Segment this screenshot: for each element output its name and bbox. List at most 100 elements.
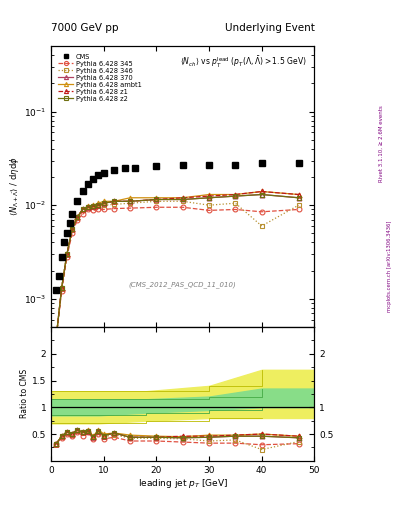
CMS [80, 188, 85, 195]
CMS [96, 172, 101, 178]
Pythia 6.428 z1 [296, 191, 301, 198]
Pythia 6.428 346 [54, 333, 59, 339]
CMS [112, 166, 117, 173]
Pythia 6.428 z1 [207, 193, 211, 199]
Pythia 6.428 z1 [64, 251, 69, 257]
Pythia 6.428 ambt1 [59, 285, 64, 291]
Pythia 6.428 z2 [80, 206, 85, 212]
Pythia 6.428 z1 [101, 200, 106, 206]
Pythia 6.428 z1 [59, 285, 64, 291]
Pythia 6.428 370 [80, 206, 85, 212]
Pythia 6.428 ambt1 [154, 195, 159, 201]
Pythia 6.428 z1 [180, 195, 185, 201]
Pythia 6.428 ambt1 [296, 191, 301, 198]
Y-axis label: $\langle N_{\Lambda+\bar{\Lambda}} \rangle$ / d$\eta$d$\phi$: $\langle N_{\Lambda+\bar{\Lambda}} \rang… [8, 157, 21, 217]
Pythia 6.428 z2 [180, 197, 185, 203]
Pythia 6.428 346 [154, 198, 159, 204]
Pythia 6.428 346 [128, 200, 132, 206]
CMS [54, 287, 59, 293]
Pythia 6.428 z2 [64, 251, 69, 257]
Pythia 6.428 346 [59, 285, 64, 291]
Pythia 6.428 346 [86, 204, 90, 210]
CMS [233, 162, 238, 168]
Line: Pythia 6.428 346: Pythia 6.428 346 [54, 199, 301, 338]
X-axis label: leading jet $p_T$ [GeV]: leading jet $p_T$ [GeV] [138, 477, 228, 490]
Pythia 6.428 345 [96, 206, 101, 212]
Pythia 6.428 345 [154, 204, 159, 210]
Pythia 6.428 370 [91, 203, 95, 209]
Pythia 6.428 ambt1 [64, 251, 69, 257]
Pythia 6.428 346 [80, 206, 85, 212]
CMS [67, 220, 72, 226]
Pythia 6.428 345 [296, 206, 301, 212]
Pythia 6.428 z2 [101, 200, 106, 206]
Pythia 6.428 345 [54, 333, 59, 339]
Pythia 6.428 370 [59, 285, 64, 291]
Pythia 6.428 346 [101, 202, 106, 208]
Pythia 6.428 z1 [80, 206, 85, 212]
Pythia 6.428 z1 [86, 204, 90, 210]
Pythia 6.428 z2 [75, 214, 80, 220]
Pythia 6.428 ambt1 [54, 333, 59, 339]
Pythia 6.428 z1 [96, 202, 101, 208]
CMS [86, 181, 90, 187]
CMS [62, 240, 67, 246]
CMS [259, 160, 264, 166]
Pythia 6.428 370 [101, 200, 106, 206]
Pythia 6.428 370 [112, 198, 117, 204]
CMS [133, 165, 138, 171]
Pythia 6.428 ambt1 [101, 198, 106, 204]
Pythia 6.428 z1 [75, 214, 80, 220]
Pythia 6.428 346 [233, 200, 238, 206]
Pythia 6.428 ambt1 [86, 203, 90, 209]
Pythia 6.428 z1 [154, 197, 159, 203]
Pythia 6.428 345 [91, 207, 95, 214]
Pythia 6.428 345 [75, 217, 80, 223]
Pythia 6.428 345 [80, 211, 85, 217]
Pythia 6.428 346 [96, 203, 101, 209]
Pythia 6.428 370 [207, 195, 211, 201]
CMS [180, 162, 185, 168]
Pythia 6.428 346 [91, 204, 95, 210]
Line: Pythia 6.428 z2: Pythia 6.428 z2 [54, 192, 301, 338]
Text: Underlying Event: Underlying Event [224, 23, 314, 33]
Text: (CMS_2012_PAS_QCD_11_010): (CMS_2012_PAS_QCD_11_010) [129, 282, 237, 288]
CMS [75, 198, 80, 204]
Pythia 6.428 ambt1 [91, 202, 95, 208]
Pythia 6.428 346 [75, 214, 80, 220]
Pythia 6.428 z2 [70, 226, 75, 232]
CMS [57, 273, 61, 279]
Pythia 6.428 345 [180, 204, 185, 210]
Pythia 6.428 z2 [207, 195, 211, 201]
Pythia 6.428 z2 [54, 333, 59, 339]
Pythia 6.428 345 [128, 205, 132, 211]
Pythia 6.428 ambt1 [112, 198, 117, 204]
Pythia 6.428 ambt1 [70, 226, 75, 232]
CMS [70, 211, 75, 217]
CMS [64, 230, 69, 237]
Line: Pythia 6.428 ambt1: Pythia 6.428 ambt1 [54, 189, 301, 338]
Pythia 6.428 z2 [154, 197, 159, 203]
CMS [59, 254, 64, 260]
Pythia 6.428 346 [207, 202, 211, 208]
Pythia 6.428 345 [207, 207, 211, 214]
Pythia 6.428 346 [64, 251, 69, 257]
Pythia 6.428 345 [101, 206, 106, 212]
Pythia 6.428 z1 [128, 198, 132, 204]
Pythia 6.428 370 [54, 333, 59, 339]
Pythia 6.428 ambt1 [233, 191, 238, 198]
CMS [123, 165, 127, 171]
Pythia 6.428 z2 [86, 204, 90, 210]
Pythia 6.428 346 [296, 202, 301, 208]
Pythia 6.428 345 [112, 205, 117, 211]
Pythia 6.428 ambt1 [180, 195, 185, 201]
CMS [154, 163, 159, 169]
Line: Pythia 6.428 370: Pythia 6.428 370 [54, 192, 301, 338]
Pythia 6.428 346 [112, 201, 117, 207]
Text: mcplots.cern.ch [arXiv:1306.3436]: mcplots.cern.ch [arXiv:1306.3436] [387, 221, 391, 312]
Pythia 6.428 370 [259, 191, 264, 198]
Pythia 6.428 z1 [54, 333, 59, 339]
Pythia 6.428 345 [70, 230, 75, 237]
Pythia 6.428 345 [64, 254, 69, 260]
Pythia 6.428 z2 [233, 193, 238, 199]
